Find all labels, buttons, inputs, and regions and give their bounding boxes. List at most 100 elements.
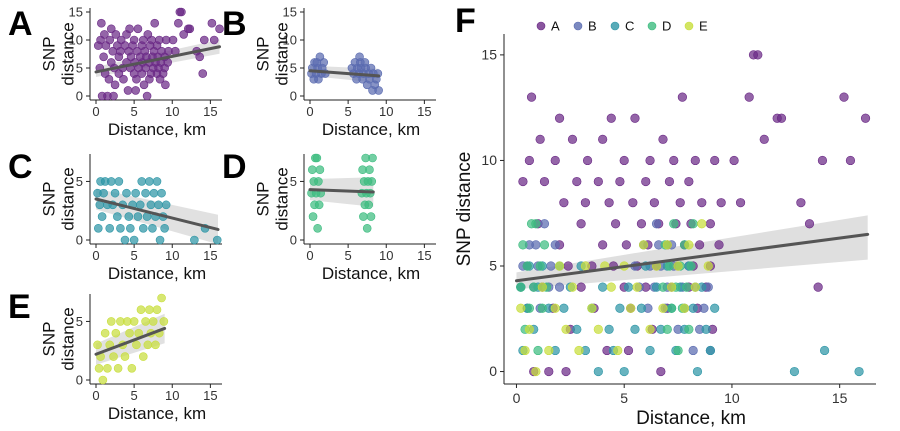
data-point-d <box>312 153 322 163</box>
data-point-d <box>535 261 545 271</box>
x-axis-title: Distance, km <box>108 404 206 423</box>
data-point-e <box>152 305 162 315</box>
data-point-b <box>356 58 365 67</box>
data-point-c <box>636 303 647 313</box>
data-point-e <box>662 240 672 250</box>
x-axis-title: Distance, km <box>108 120 206 139</box>
y-axis-title-line: SNP <box>40 37 59 72</box>
legend-marker-a <box>536 21 546 31</box>
data-point-e <box>157 293 166 303</box>
data-point-d <box>658 282 668 292</box>
data-point-b <box>554 282 565 292</box>
data-point-a <box>582 155 593 166</box>
data-point-c <box>124 212 134 221</box>
data-point-d <box>367 177 377 186</box>
legend-label-a: A <box>551 19 560 34</box>
data-point-e <box>544 345 554 356</box>
data-point-a <box>705 219 715 229</box>
legend-label-d: D <box>662 19 671 34</box>
data-point-d <box>539 240 550 250</box>
x-tick-label: 15 <box>203 104 217 119</box>
data-point-e <box>673 261 683 271</box>
data-point-d <box>359 212 368 221</box>
data-point-d <box>673 345 683 356</box>
data-point-c <box>120 235 130 245</box>
x-tick-label: 15 <box>417 248 431 263</box>
data-point-a <box>576 219 586 229</box>
data-point-a <box>559 198 569 208</box>
x-tick-label: 5 <box>131 248 138 263</box>
data-point-c <box>819 345 830 356</box>
x-axis-title: Distance, km <box>108 264 206 283</box>
data-point-a <box>116 46 125 56</box>
data-point-e <box>141 317 150 326</box>
data-point-c <box>789 366 800 377</box>
data-point-a <box>185 24 195 34</box>
data-point-b <box>546 261 556 271</box>
data-point-e <box>658 303 668 313</box>
data-point-c <box>116 223 125 233</box>
data-point-a <box>105 35 115 45</box>
data-point-a <box>729 155 739 166</box>
y-tick-label: 5 <box>76 314 83 329</box>
y-tick-label: 0 <box>76 373 83 388</box>
data-point-a <box>550 155 560 166</box>
data-point-e <box>632 282 642 292</box>
data-point-b <box>688 345 698 356</box>
y-axis-title-line: SNP <box>254 37 273 72</box>
data-point-e <box>593 324 603 334</box>
data-point-b <box>312 58 322 67</box>
x-tick-label: 10 <box>379 104 393 119</box>
y-axis-title-line: SNP <box>40 322 59 357</box>
data-point-a <box>606 113 616 123</box>
data-point-e <box>554 261 565 271</box>
confidence-band <box>516 215 868 290</box>
data-point-c <box>138 223 148 233</box>
data-point-d <box>688 219 698 229</box>
data-point-e <box>93 340 102 350</box>
data-point-c <box>148 223 157 233</box>
data-point-c <box>157 188 166 198</box>
y-tick-label: 5 <box>489 258 497 274</box>
data-point-e <box>690 282 700 292</box>
data-point-a <box>168 35 178 45</box>
y-tick-label: 15 <box>69 5 83 20</box>
panel-a-letter: A <box>8 5 33 43</box>
data-point-a <box>735 198 746 208</box>
data-point-c <box>113 212 122 221</box>
x-tick-label: 5 <box>345 248 352 263</box>
data-point-a <box>133 24 143 34</box>
x-tick-label: 10 <box>165 388 179 403</box>
x-axis-title: Distance, km <box>636 408 746 429</box>
data-point-a <box>716 198 726 208</box>
data-point-d <box>366 212 376 221</box>
data-point-d <box>684 324 694 334</box>
data-point-e <box>561 324 571 334</box>
y-tick-label: 5 <box>290 61 297 76</box>
data-point-e <box>143 340 153 350</box>
data-point-a <box>138 35 148 45</box>
data-point-a <box>813 282 823 292</box>
data-point-c <box>131 188 140 198</box>
data-point-e <box>106 317 116 326</box>
data-point-e <box>626 303 636 313</box>
data-point-c <box>701 324 711 334</box>
legend-label-c: C <box>625 19 634 34</box>
data-point-a <box>174 18 183 28</box>
data-point-d <box>364 200 374 210</box>
data-point-c <box>623 282 634 292</box>
data-point-d <box>664 261 675 271</box>
data-point-d <box>529 282 539 292</box>
data-point-d <box>313 223 322 233</box>
data-point-c <box>133 212 143 221</box>
data-point-a <box>753 50 763 60</box>
data-point-e <box>111 328 121 338</box>
data-point-c <box>559 303 569 313</box>
x-axis-title: Distance, km <box>322 120 420 139</box>
data-point-c <box>190 235 199 245</box>
data-point-a <box>215 24 224 34</box>
data-point-e <box>103 363 112 373</box>
data-point-a <box>619 155 629 166</box>
